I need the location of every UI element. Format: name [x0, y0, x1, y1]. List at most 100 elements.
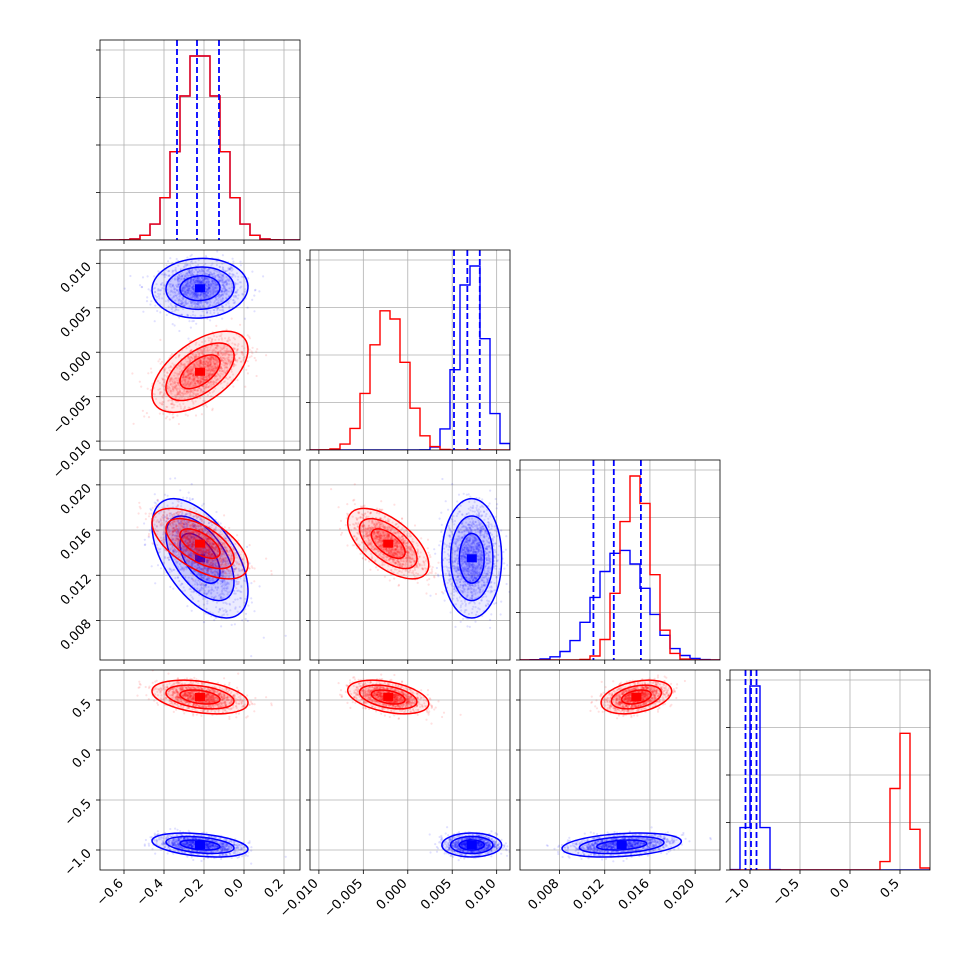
sample-point — [188, 492, 190, 494]
sample-point — [249, 349, 251, 351]
sample-point — [174, 324, 176, 326]
histogram-series-1 — [100, 56, 300, 240]
sample-point — [231, 624, 233, 626]
sample-point — [147, 372, 149, 374]
sample-point — [251, 601, 253, 603]
sample-point — [206, 513, 208, 515]
sample-point — [247, 605, 249, 607]
sample-point — [157, 499, 159, 501]
sample-point — [190, 327, 192, 329]
sample-point — [154, 305, 156, 307]
sample-point — [232, 261, 234, 263]
sample-point — [148, 288, 150, 290]
sample-point — [232, 258, 234, 260]
sample-point — [247, 360, 249, 362]
sample-point — [148, 515, 150, 517]
sample-point — [162, 413, 164, 415]
sample-point — [201, 413, 203, 415]
sample-point — [149, 303, 151, 305]
sample-point — [167, 557, 169, 559]
sample-point — [176, 258, 178, 260]
sample-point — [182, 497, 184, 499]
sample-point — [213, 619, 215, 621]
sample-point — [153, 275, 155, 277]
y-tick-label: 0.000 — [58, 348, 95, 385]
sample-point — [254, 289, 256, 291]
sample-point — [167, 260, 169, 262]
y-tick-label: −0.010 — [50, 437, 95, 482]
sample-point — [209, 319, 211, 321]
panel-content — [100, 460, 300, 660]
sample-point — [165, 264, 167, 266]
sample-point — [206, 317, 208, 319]
sample-point — [200, 583, 202, 585]
sample-point — [195, 414, 197, 416]
sample-point — [166, 314, 168, 316]
panel-content — [100, 247, 300, 450]
sample-point — [248, 336, 250, 338]
sample-point — [151, 565, 153, 567]
sample-point — [190, 247, 192, 249]
sample-point — [215, 511, 217, 513]
y-tick-label: 0.010 — [58, 260, 95, 297]
sample-point — [239, 324, 241, 326]
sample-point — [174, 477, 176, 479]
sample-point — [236, 534, 238, 536]
sample-point — [254, 357, 256, 359]
sample-point — [157, 564, 159, 566]
sample-point — [222, 254, 224, 256]
panel-1-1 — [306, 250, 510, 454]
sample-point — [167, 495, 169, 497]
sample-point — [179, 489, 181, 491]
histogram-series-0 — [100, 56, 300, 240]
sample-point — [206, 406, 208, 408]
sample-point — [220, 625, 222, 627]
sample-point — [189, 499, 191, 501]
sample-point — [157, 360, 159, 362]
sample-point — [220, 522, 222, 524]
sample-point — [143, 415, 145, 417]
sample-point — [146, 300, 148, 302]
sample-point — [250, 355, 252, 357]
sample-point — [124, 288, 126, 290]
sample-point — [188, 320, 190, 322]
sample-point — [151, 512, 153, 514]
sample-point — [147, 388, 149, 390]
sample-point — [172, 323, 174, 325]
sample-point — [239, 261, 241, 263]
sample-point — [160, 567, 162, 569]
sample-point — [157, 506, 159, 508]
sample-point — [149, 508, 151, 510]
sample-point — [191, 498, 193, 500]
sample-point — [207, 577, 209, 579]
sample-point — [244, 318, 246, 320]
sample-point — [140, 507, 142, 509]
sample-point — [231, 318, 233, 320]
sample-point — [234, 623, 236, 625]
sample-point — [186, 257, 188, 259]
sample-point — [254, 567, 256, 569]
sample-point — [186, 605, 188, 607]
sample-point — [146, 412, 148, 414]
y-tick-label: −0.005 — [50, 393, 95, 438]
sample-point — [133, 423, 135, 425]
sample-point — [186, 497, 188, 499]
sample-point — [251, 350, 253, 352]
sample-point — [203, 621, 205, 623]
sample-point — [166, 416, 168, 418]
sample-point — [191, 320, 193, 322]
sample-point — [245, 618, 247, 620]
sample-point — [139, 284, 141, 286]
sample-point — [251, 299, 253, 301]
sample-point — [250, 582, 252, 584]
sample-point — [205, 255, 207, 257]
sample-point — [150, 300, 152, 302]
sample-point — [189, 255, 191, 257]
sample-point — [244, 386, 246, 388]
sample-point — [142, 276, 144, 278]
sample-point — [192, 579, 194, 581]
sample-point — [161, 361, 163, 363]
